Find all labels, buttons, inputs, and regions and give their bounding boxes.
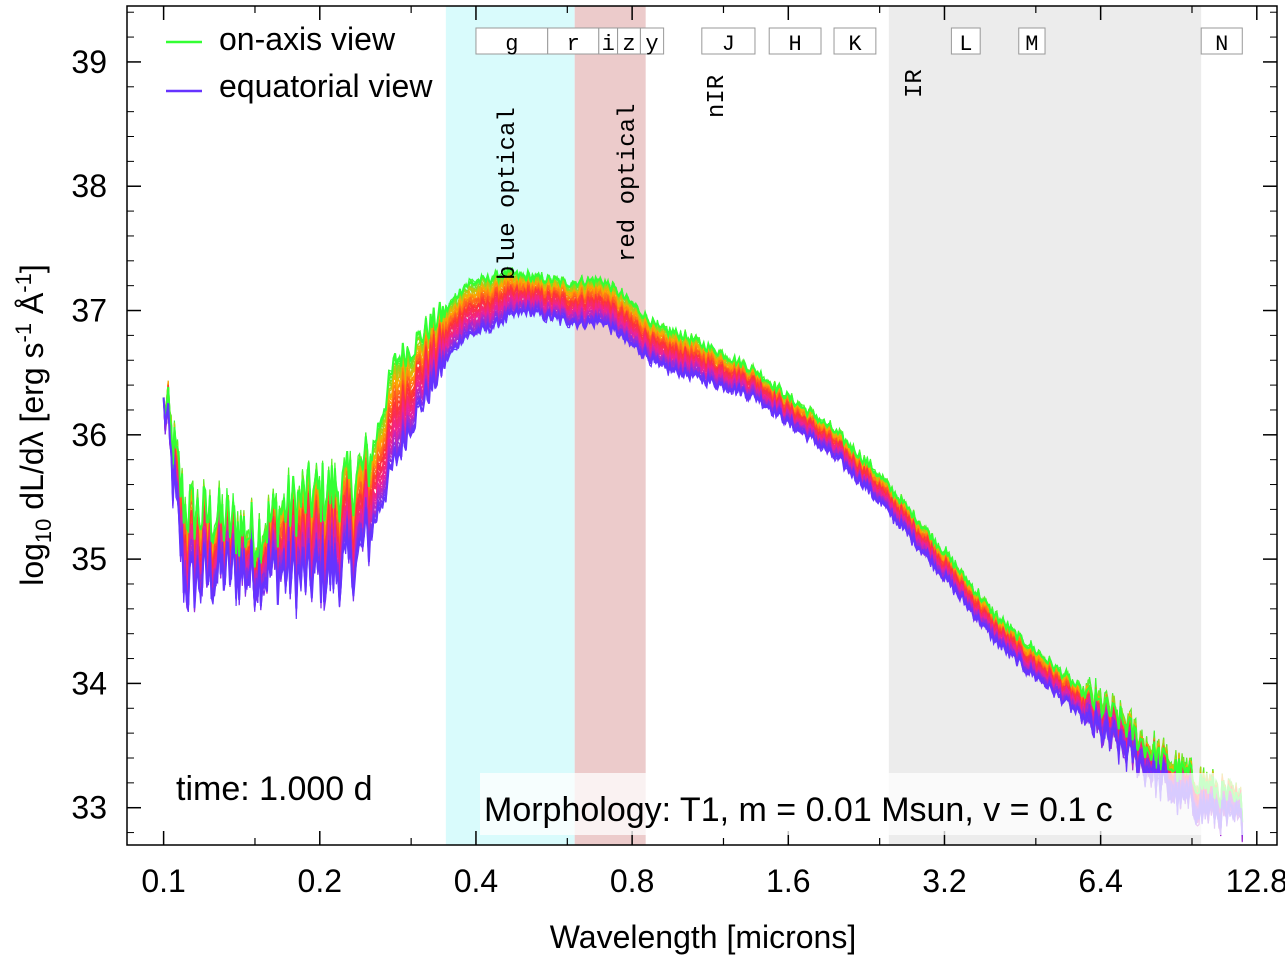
band-blue-optical	[445, 6, 575, 845]
y-tick-label: 38	[71, 168, 107, 204]
filter-label-y: y	[645, 32, 658, 57]
x-tick-label: 0.2	[298, 863, 342, 899]
filter-label-H: H	[789, 32, 802, 57]
y-tick-label: 35	[71, 541, 107, 577]
x-tick-label: 0.8	[610, 863, 654, 899]
filter-label-K: K	[848, 32, 862, 57]
band-nir	[645, 6, 889, 845]
filter-box-y	[639, 27, 665, 55]
filter-label-M: M	[1025, 32, 1038, 57]
band-label-red-optical: red optical	[615, 104, 642, 262]
y-tick-label: 36	[71, 417, 107, 453]
filter-H: H	[768, 27, 822, 57]
filter-label-N: N	[1215, 32, 1228, 57]
x-tick-label: 0.1	[141, 863, 185, 899]
band-label-ir: IR	[902, 69, 929, 98]
y-tick-label: 39	[71, 44, 107, 80]
filter-z: z	[617, 27, 641, 57]
filter-K: K	[833, 27, 877, 57]
band-label-blue-optical: blue optical	[495, 107, 522, 280]
filter-box-N	[1200, 27, 1243, 55]
spectra-curves	[162, 266, 1244, 843]
y-axis: 33 34 35 36 37 38 39	[71, 11, 1277, 834]
filter-box-L	[950, 27, 981, 55]
spectrum-curve-on-axis	[162, 266, 1244, 823]
filter-box-r	[547, 27, 600, 55]
legend-label-equatorial: equatorial view	[219, 68, 433, 104]
filter-J: J	[701, 27, 756, 57]
filter-label-g: g	[505, 32, 518, 57]
band-labels: blue optical red optical nIR IR	[495, 69, 929, 280]
morphology-annotation: Morphology: T1, m = 0.01 Msun, v = 0.1 c	[484, 791, 1113, 829]
band-group	[445, 6, 1202, 845]
filter-label-L: L	[959, 32, 972, 57]
filter-M: M	[1018, 27, 1046, 57]
y-tick-label: 34	[71, 665, 107, 701]
filter-box-K	[833, 27, 877, 55]
legend: on-axis view equatorial view	[166, 21, 433, 104]
y-tick-label: 33	[71, 790, 107, 826]
filter-label-z: z	[622, 32, 635, 57]
y-tick-label: 37	[71, 293, 107, 329]
x-tick-label: 12.8	[1226, 863, 1285, 899]
filter-box-H	[768, 27, 822, 55]
filter-label-r: r	[567, 32, 580, 57]
band-ir	[888, 6, 1202, 845]
time-annotation: time: 1.000 d	[176, 770, 373, 808]
x-axis: 0.1 0.2 0.4 0.8 1.6 3.2 6.4 12.8	[141, 6, 1285, 899]
filter-label-J: J	[722, 32, 735, 57]
filter-y: y	[639, 27, 665, 57]
filter-box-M	[1018, 27, 1046, 55]
plot-frame	[126, 5, 1278, 846]
legend-label-on-axis: on-axis view	[219, 21, 396, 57]
x-axis-title: Wavelength [microns]	[550, 919, 856, 955]
filter-label-i: i	[602, 32, 615, 57]
band-red-optical	[574, 6, 646, 845]
filter-N: N	[1200, 27, 1243, 57]
filter-g: g	[475, 27, 549, 57]
y-axis-title: log10 dL/dλ [erg s-1 Å-1]	[11, 264, 56, 586]
filter-r: r	[547, 27, 600, 57]
spectrum-curve-equatorial	[162, 304, 1244, 835]
x-tick-label: 1.6	[766, 863, 810, 899]
x-tick-label: 3.2	[922, 863, 966, 899]
morphology-annotation-bg	[480, 773, 1250, 835]
filter-L: L	[950, 27, 981, 57]
filter-i: i	[598, 27, 619, 57]
band-label-nir: nIR	[704, 75, 731, 118]
x-tick-label: 6.4	[1078, 863, 1122, 899]
filter-box-J	[701, 27, 756, 55]
x-tick-label: 0.4	[454, 863, 498, 899]
